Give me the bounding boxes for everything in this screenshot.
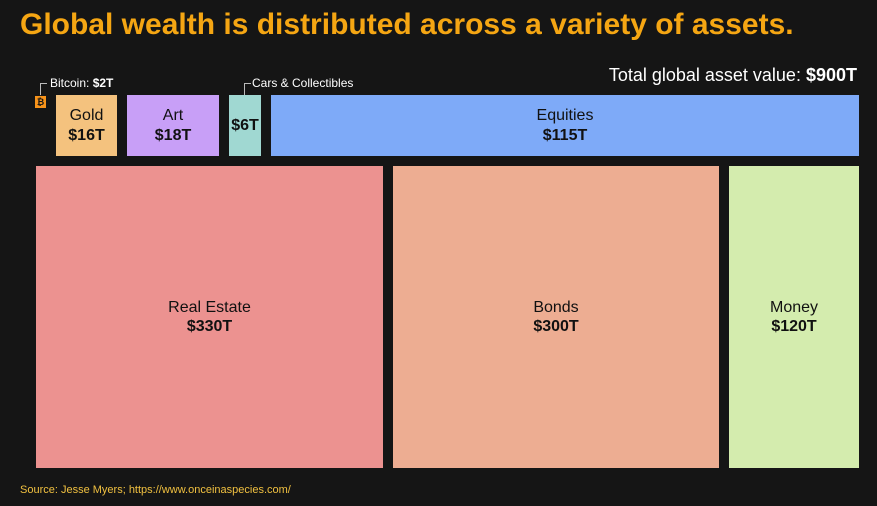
tile-gold-value: $16T (68, 126, 105, 144)
tile-cars-value: $6T (231, 116, 259, 134)
tile-art-value: $18T (154, 126, 192, 144)
tile-cars-collectibles: $6T (229, 95, 261, 156)
tile-real-estate: Real Estate $330T (36, 166, 383, 468)
tile-bonds-label: Bonds (533, 298, 579, 316)
tile-equities-value: $115T (542, 126, 588, 144)
tile-real-estate-value: $330T (186, 318, 233, 335)
tile-money: Money $120T (729, 166, 859, 468)
bitcoin-icon: ₿ (35, 96, 46, 108)
tile-art: Art $18T (127, 95, 219, 156)
tile-real-estate-label: Real Estate (168, 298, 251, 316)
tile-gold: Gold $16T (56, 95, 117, 156)
bitcoin-callout-value: $2T (92, 76, 114, 90)
tile-equities-label: Equities (536, 107, 594, 125)
tile-bonds-value: $300T (533, 318, 579, 335)
tile-gold-label: Gold (69, 107, 104, 125)
total-asset-value: Total global asset value: $900T (609, 65, 857, 86)
bitcoin-callout: Bitcoin: $2T (50, 76, 113, 90)
total-value: $900T (805, 65, 857, 85)
tile-bonds: Bonds $300T (393, 166, 719, 468)
tile-money-label: Money (769, 298, 819, 316)
tile-equities: Equities $115T (271, 95, 859, 156)
total-label: Total global asset value: (608, 65, 806, 85)
cars-callout: Cars & Collectibles (252, 76, 354, 90)
bitcoin-leader-line (40, 83, 47, 95)
cars-leader-line (244, 83, 251, 95)
bitcoin-callout-label: Bitcoin: (50, 76, 93, 90)
chart-title: Global wealth is distributed across a va… (20, 8, 794, 41)
tile-money-value: $120T (771, 318, 817, 335)
source-note: Source: Jesse Myers; https://www.onceina… (20, 484, 291, 496)
tile-art-label: Art (162, 107, 184, 125)
